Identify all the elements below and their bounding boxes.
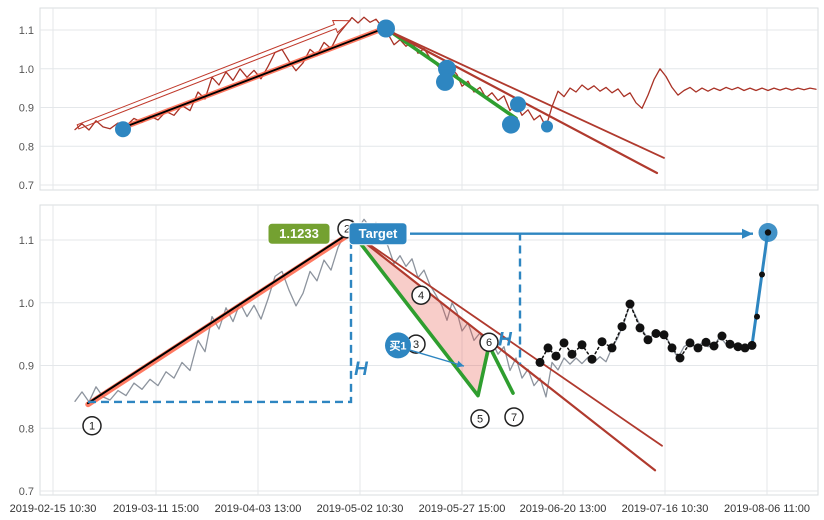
price-line	[74, 16, 817, 131]
breakout-dot	[759, 271, 765, 278]
lower-panel: 1.1 1.0 0.9 0.8 0.7 H H 1 2 1.1233 Target 3 买1 4 5 6 7	[19, 204, 819, 498]
y-axis-label: 0.7	[19, 180, 34, 192]
down-trendline-a	[350, 231, 657, 472]
signal-dot	[436, 72, 454, 91]
price-target-badge[interactable]	[267, 222, 331, 245]
signal-dot	[502, 115, 520, 134]
plot-border	[39, 7, 819, 191]
pivot-dot	[725, 339, 735, 349]
pivot-dot	[607, 343, 617, 353]
measure-dash-line	[88, 232, 353, 404]
up-trendline	[119, 26, 387, 130]
upper-panel: 1.1 1.0 0.9 0.8 0.7	[19, 7, 819, 192]
pivot-number: 5	[477, 414, 483, 426]
buy-signal-marker[interactable]	[385, 332, 411, 359]
price-target-badge-label: 1.1233	[279, 226, 319, 241]
y-axis-label: 0.7	[19, 486, 34, 498]
pivot-dot	[675, 353, 685, 363]
x-axis-label: 2019-04-03 13:00	[214, 503, 302, 515]
y-axis-label: 0.8	[19, 423, 34, 435]
x-axis-label: 2019-07-16 10:30	[621, 503, 709, 515]
pivot-number: 7	[511, 412, 517, 424]
pivot-dot	[597, 337, 607, 347]
y-axis-label: 1.0	[19, 64, 34, 76]
y-axis-label: 1.1	[19, 25, 34, 37]
pivot-dot	[559, 338, 569, 348]
pivot-number-circle	[479, 332, 499, 353]
height-label: H	[354, 359, 369, 380]
up-trendline-glow	[85, 229, 355, 408]
x-axis-label: 2019-03-11 15:00	[112, 503, 200, 515]
pivot-dot	[577, 340, 587, 350]
pivot-dot	[693, 343, 703, 353]
x-axis-label: 2019-08-06 11:00	[723, 503, 811, 515]
y-axis-label: 1.1	[19, 235, 34, 247]
buy-signal-label: 买1	[389, 339, 406, 352]
pivot-dot	[717, 331, 727, 341]
down-trendline-b	[351, 231, 663, 447]
down-trendline-b	[386, 29, 665, 159]
signal-dot	[377, 19, 395, 38]
breakout-dot	[754, 313, 760, 320]
pivot-dot	[551, 351, 561, 361]
y-axis-label: 0.9	[19, 361, 34, 373]
pivot-number: 6	[486, 337, 492, 349]
x-axis-label: 2019-05-27 15:00	[418, 503, 506, 515]
pivot-dot	[651, 329, 661, 338]
pivot-number-circle	[470, 409, 490, 429]
arrowhead-icon	[742, 228, 753, 239]
breakout-line	[750, 229, 770, 347]
pivot-dot	[535, 357, 545, 367]
pivot-dot	[747, 340, 757, 350]
pivot-dot	[733, 342, 743, 352]
pivot-dot	[659, 330, 669, 340]
trend-arrow-outline	[76, 19, 352, 130]
pivot-dot	[635, 323, 645, 333]
signal-dot	[541, 120, 553, 133]
target-badge-label: Target	[359, 226, 398, 241]
x-axis-label: 2019-02-15 10:30	[9, 503, 97, 515]
pivot-number-circle	[504, 407, 524, 427]
pivot-number: 2	[344, 224, 350, 236]
y-axis-label: 1.0	[19, 298, 34, 310]
pivot-dot	[667, 343, 677, 353]
signal-dot	[510, 96, 526, 113]
down-impulse-line	[350, 230, 515, 398]
pivot-dot	[567, 349, 577, 359]
pivot-number: 4	[418, 290, 424, 302]
buy-pointer-line	[408, 349, 465, 367]
pivot-dot	[701, 337, 711, 347]
arrowhead-icon	[456, 360, 464, 368]
x-axis-label: 2019-06-20 13:00	[519, 503, 607, 515]
pivot-dot	[543, 343, 553, 353]
pivot-number: 3	[413, 339, 419, 351]
height-label: H	[498, 329, 513, 350]
target-badge[interactable]	[348, 222, 408, 246]
y-axis-label: 0.8	[19, 141, 34, 153]
pivot-number-circle	[82, 415, 102, 436]
pivot-dot	[643, 335, 653, 345]
pivot-dot	[587, 354, 597, 364]
pivot-number: 1	[89, 421, 95, 433]
pivot-number-circle	[411, 285, 431, 305]
up-trendline	[87, 230, 353, 405]
pivot-dot	[740, 343, 750, 353]
signal-dot	[115, 121, 131, 138]
pivot-dot	[709, 341, 719, 351]
x-axis-label: 2019-05-02 10:30	[316, 503, 404, 515]
target-reached-dot-center	[764, 229, 772, 236]
pivot-dot	[625, 299, 635, 309]
pivot-dot	[617, 322, 627, 332]
pivot-dot	[685, 338, 695, 348]
decline-channel-fill	[352, 232, 492, 396]
y-axis-label: 0.9	[19, 103, 34, 115]
